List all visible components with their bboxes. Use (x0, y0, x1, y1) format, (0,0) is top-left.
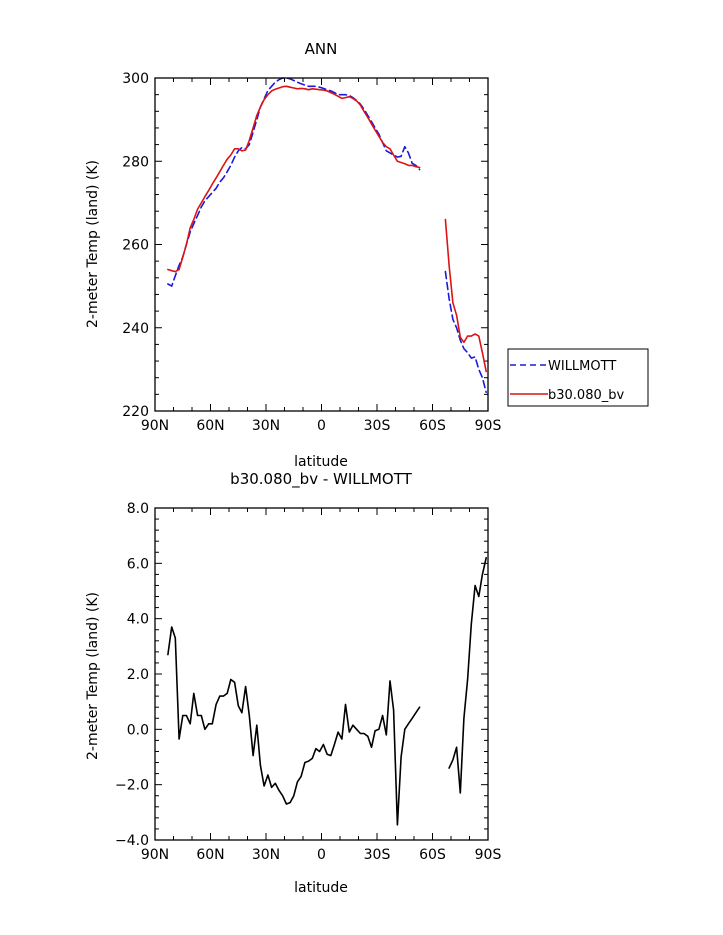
top-series-line-b30-080-bv-segment-1 (167, 85, 421, 273)
top-y-axis-label: 2-meter Temp (land) (K) (85, 160, 101, 328)
top-x-tick-label: 30N (252, 418, 280, 434)
top-series-line-willmott-segment-2 (444, 270, 488, 394)
bottom-series-group (167, 556, 488, 826)
bottom-x-tick-label: 30S (364, 847, 391, 863)
top-series-group (167, 77, 488, 394)
bottom-y-tick-label: 6.0 (127, 556, 149, 572)
top-x-tick-label: 60S (419, 418, 446, 434)
legend-label-willmott: WILLMOTT (548, 359, 616, 374)
bottom-axis-ticks: 90N 60N 30N 0 30S 60S 90S −4.0 −2.0 0.0 2.0 4.0 6.0 8… (115, 501, 501, 863)
bottom-x-tick-label: 90S (475, 847, 502, 863)
top-y-tick-label: 240 (122, 321, 149, 337)
legend-label-b30: b30.080_bv (548, 388, 624, 403)
bottom-panel: b30.080_bv - WILLMOTT 2-meter Temp (land… (85, 470, 501, 896)
bottom-y-tick-label: 2.0 (127, 667, 149, 683)
top-y-tick-label: 280 (122, 154, 149, 170)
bottom-y-tick-label: −4.0 (115, 833, 149, 849)
legend-box (507, 348, 649, 407)
bottom-x-tick-label: 60S (419, 847, 446, 863)
top-x-tick-label: 90N (141, 418, 169, 434)
top-x-tick-label: 60N (196, 418, 224, 434)
top-series-line-b30-080-bv-segment-2 (444, 218, 488, 373)
top-x-tick-label: 0 (317, 418, 326, 434)
bottom-x-tick-label: 0 (317, 847, 326, 863)
top-y-tick-label: 260 (122, 238, 149, 254)
top-x-axis-label: latitude (294, 454, 348, 470)
top-panel: ANN 2-meter Temp (land) (K) latitude 90N… (85, 40, 501, 470)
top-plot-frame (154, 77, 489, 412)
bottom-y-tick-label: −2.0 (115, 778, 149, 794)
legend: WILLMOTT b30.080_bv (507, 348, 649, 407)
bottom-x-tick-label: 60N (196, 847, 224, 863)
bottom-series-line-difference-segment-2 (448, 556, 488, 794)
bottom-series-line-difference-segment-1 (167, 626, 421, 826)
bottom-x-tick-label: 90N (141, 847, 169, 863)
top-axis-ticks: 90N 60N 30N 0 30S 60S 90S 220 240 260 280 300 (122, 71, 501, 434)
bottom-plot-frame (154, 507, 489, 841)
top-x-tick-label: 90S (475, 418, 502, 434)
bottom-chart-title: b30.080_bv - WILLMOTT (230, 470, 412, 489)
top-y-tick-label: 220 (122, 404, 149, 420)
bottom-x-tick-label: 30N (252, 847, 280, 863)
bottom-y-axis-label: 2-meter Temp (land) (K) (85, 592, 101, 760)
bottom-y-tick-label: 0.0 (127, 722, 149, 738)
bottom-y-tick-label: 4.0 (127, 612, 149, 628)
bottom-x-axis-label: latitude (294, 880, 348, 896)
top-y-tick-label: 300 (122, 71, 149, 87)
top-x-tick-label: 30S (364, 418, 391, 434)
top-series-line-willmott-segment-1 (167, 77, 421, 287)
bottom-y-tick-label: 8.0 (127, 501, 149, 517)
top-chart-title: ANN (305, 40, 338, 58)
